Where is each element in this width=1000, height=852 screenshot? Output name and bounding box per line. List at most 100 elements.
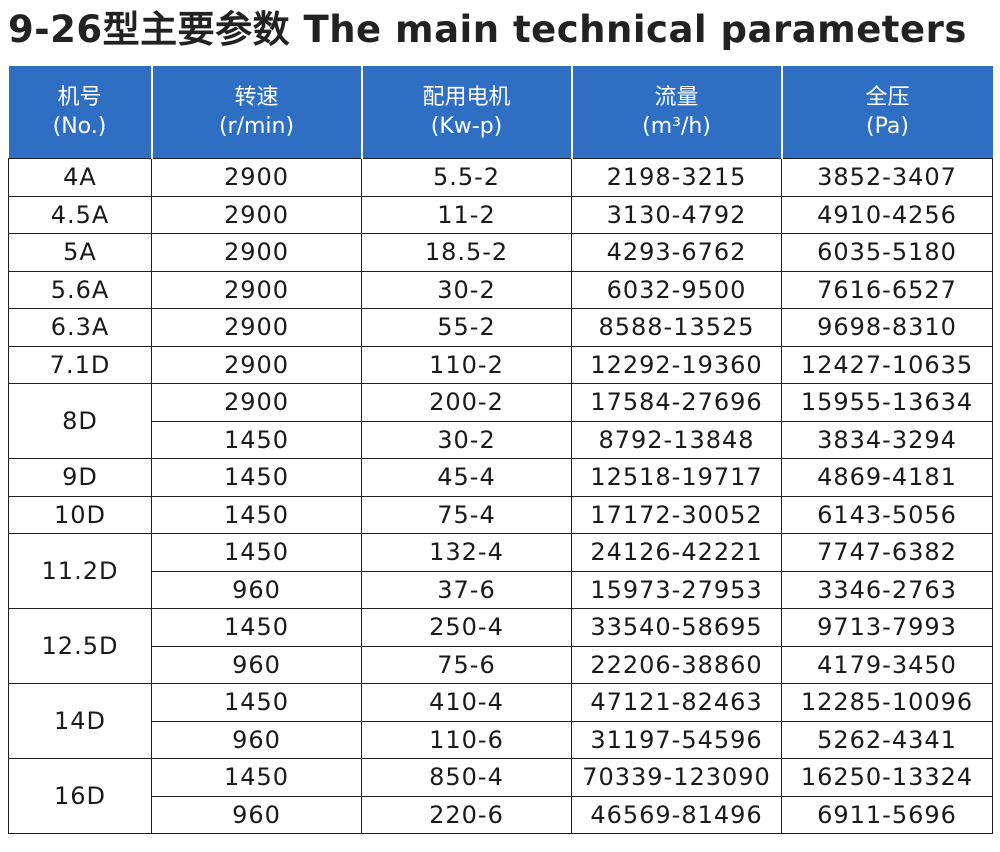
table-row: 11.2D 1450 132-4 24126-42221 7747-6382 [8,533,993,609]
cell-speed: 2900 [151,233,362,272]
cell-speed: 960 [151,720,362,759]
table-row: 960 110-6 31197-54596 5262-4341 [9,720,993,759]
header-speed-zh: 转速 [234,85,279,110]
cell-pressure: 12427-10635 [781,345,993,384]
table-row: 16D 1450 850-4 70339-123090 16250-13324 [8,758,993,834]
header-flow-zh: 流量 [654,85,699,110]
table-row: 4.5A 2900 11-2 3130-4792 4910-4256 [8,195,993,234]
header-motor-en: (Kw-p) [430,114,503,139]
cell-flow: 47121-82463 [571,683,782,722]
cell-pressure: 12285-10096 [781,683,993,722]
cell-model: 10D [8,495,152,534]
cell-flow: 12518-19717 [571,458,782,497]
cell-motor: 75-4 [361,495,572,534]
cell-model: 7.1D [8,345,152,384]
cell-speed: 960 [151,570,362,609]
cell-speed: 1450 [151,758,362,797]
cell-flow: 12292-19360 [571,345,782,384]
cell-flow: 15973-27953 [571,570,782,609]
cell-flow: 33540-58695 [571,608,782,647]
table-row: 960 37-6 15973-27953 3346-2763 [9,570,993,609]
table-row: 7.1D 2900 110-2 12292-19360 12427-10635 [8,345,993,384]
cell-model: 12.5D [8,608,152,684]
cell-pressure: 5262-4341 [781,720,993,759]
cell-flow: 17172-30052 [571,495,782,534]
cell-pressure: 15955-13634 [781,383,993,422]
cell-pressure: 6143-5056 [781,495,993,534]
cell-model: 11.2D [8,533,152,609]
cell-flow: 17584-27696 [571,383,782,422]
cell-motor: 5.5-2 [361,158,572,197]
cell-speed: 960 [151,795,362,834]
cell-speed: 1450 [151,420,362,459]
table-body: 4A 2900 5.5-2 2198-3215 3852-3407 4.5A 2… [8,158,993,834]
cell-motor: 55-2 [361,308,572,347]
cell-flow: 8588-13525 [571,308,782,347]
header-model-en: (No.) [52,114,107,139]
cell-model: 9D [8,458,152,497]
cell-motor: 11-2 [361,195,572,234]
cell-speed: 2900 [151,158,362,197]
cell-pressure: 9713-7993 [781,608,993,647]
table-row: 6.3A 2900 55-2 8588-13525 9698-8310 [8,308,993,347]
table-row: 10D 1450 75-4 17172-30052 6143-5056 [8,495,993,534]
cell-model: 16D [8,758,152,834]
header-flow-en: (m³/h) [642,114,711,139]
cell-motor: 410-4 [361,683,572,722]
table-row: 8D 2900 200-2 17584-27696 15955-13634 [8,383,993,459]
cell-flow: 70339-123090 [571,758,782,797]
table-row: 9D 1450 45-4 12518-19717 4869-4181 [8,458,993,497]
cell-flow: 24126-42221 [571,533,782,572]
page-title: 9-26型主要参数 The main technical parameters [8,8,967,51]
cell-motor: 850-4 [361,758,572,797]
header-speed: 转速 (r/min) [150,66,362,159]
header-pressure-en: (Pa) [866,114,909,139]
cell-speed: 1450 [151,458,362,497]
cell-pressure: 3346-2763 [781,570,993,609]
header-motor: 配用电机 (Kw-p) [360,66,572,159]
cell-speed: 960 [151,645,362,684]
cell-motor: 110-6 [361,720,572,759]
cell-speed: 1450 [151,683,362,722]
cell-model: 5A [8,233,152,272]
cell-pressure: 4910-4256 [781,195,993,234]
parameters-table: 机号 (No.) 转速 (r/min) 配用电机 (Kw-p) 流量 (m³/h… [8,66,993,834]
cell-motor: 75-6 [361,645,572,684]
header-motor-zh: 配用电机 [422,85,511,110]
table-row: 1450 30-2 8792-13848 3834-3294 [9,420,993,459]
cell-model: 4A [8,158,152,197]
cell-speed: 1450 [151,608,362,647]
cell-pressure: 7616-6527 [781,270,993,309]
cell-motor: 30-2 [361,270,572,309]
cell-flow: 31197-54596 [571,720,782,759]
cell-flow: 6032-9500 [571,270,782,309]
cell-flow: 46569-81496 [571,795,782,834]
cell-motor: 30-2 [361,420,572,459]
header-model: 机号 (No.) [8,66,152,159]
cell-pressure: 3834-3294 [781,420,993,459]
cell-pressure: 9698-8310 [781,308,993,347]
cell-speed: 2900 [151,308,362,347]
header-row: 机号 (No.) 转速 (r/min) 配用电机 (Kw-p) 流量 (m³/h… [8,66,993,159]
cell-motor: 132-4 [361,533,572,572]
cell-pressure: 4179-3450 [781,645,993,684]
header-speed-en: (r/min) [218,114,295,139]
cell-model: 6.3A [8,308,152,347]
cell-speed: 2900 [151,195,362,234]
cell-pressure: 4869-4181 [781,458,993,497]
cell-speed: 1450 [151,495,362,534]
cell-speed: 1450 [151,533,362,572]
table-row: 5.6A 2900 30-2 6032-9500 7616-6527 [8,270,993,309]
header-model-zh: 机号 [57,85,102,110]
cell-pressure: 6911-5696 [781,795,993,834]
cell-pressure: 16250-13324 [781,758,993,797]
header-flow: 流量 (m³/h) [570,66,782,159]
table-row: 14D 1450 410-4 47121-82463 12285-10096 [8,683,993,759]
table-row: 12.5D 1450 250-4 33540-58695 9713-7993 [8,608,993,684]
table-row: 960 220-6 46569-81496 6911-5696 [9,795,993,834]
cell-model: 14D [8,683,152,759]
cell-flow: 4293-6762 [571,233,782,272]
cell-motor: 18.5-2 [361,233,572,272]
cell-pressure: 3852-3407 [781,158,993,197]
table-row: 4A 2900 5.5-2 2198-3215 3852-3407 [8,158,993,197]
